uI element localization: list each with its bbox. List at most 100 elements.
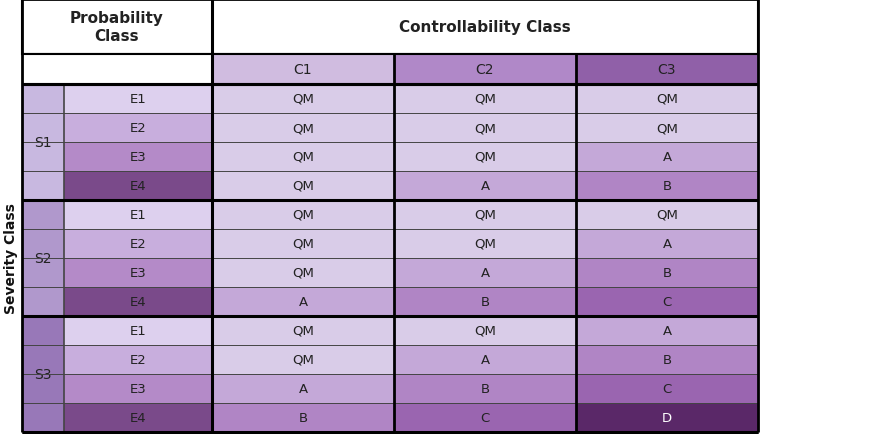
- Bar: [212, 114, 394, 143]
- Text: E2: E2: [130, 122, 147, 135]
- Bar: [576, 201, 758, 230]
- Text: B: B: [480, 382, 490, 395]
- Bar: [64, 316, 212, 345]
- Text: QM: QM: [292, 324, 314, 337]
- Text: E3: E3: [130, 266, 147, 279]
- Bar: [22, 201, 64, 316]
- Text: QM: QM: [474, 237, 496, 250]
- Text: E4: E4: [130, 411, 147, 424]
- Text: QM: QM: [292, 122, 314, 135]
- Text: C2: C2: [476, 63, 494, 77]
- Text: QM: QM: [292, 353, 314, 366]
- Text: E1: E1: [130, 324, 147, 337]
- Text: A: A: [480, 266, 490, 279]
- Bar: [212, 287, 394, 316]
- Bar: [64, 258, 212, 287]
- Bar: [64, 171, 212, 201]
- Bar: [576, 85, 758, 114]
- Bar: [64, 287, 212, 316]
- Bar: [212, 403, 394, 432]
- Text: QM: QM: [292, 266, 314, 279]
- Bar: [64, 201, 212, 230]
- Bar: [394, 258, 576, 287]
- Text: QM: QM: [474, 208, 496, 221]
- Text: QM: QM: [292, 93, 314, 106]
- Bar: [212, 345, 394, 374]
- Text: QM: QM: [474, 93, 496, 106]
- Text: C: C: [480, 411, 490, 424]
- Bar: [64, 374, 212, 403]
- Bar: [22, 85, 64, 201]
- Text: B: B: [299, 411, 308, 424]
- Text: C1: C1: [294, 63, 312, 77]
- Bar: [212, 55, 394, 85]
- Bar: [22, 0, 758, 55]
- Bar: [212, 171, 394, 201]
- Text: C: C: [662, 295, 671, 308]
- Bar: [394, 201, 576, 230]
- Bar: [394, 230, 576, 258]
- Bar: [576, 374, 758, 403]
- Text: Severity Class: Severity Class: [4, 203, 18, 314]
- Bar: [394, 114, 576, 143]
- Bar: [64, 85, 212, 114]
- Text: B: B: [662, 180, 671, 193]
- Bar: [212, 316, 394, 345]
- Text: QM: QM: [292, 237, 314, 250]
- Text: QM: QM: [292, 180, 314, 193]
- Text: C: C: [662, 382, 671, 395]
- Text: E3: E3: [130, 382, 147, 395]
- Bar: [394, 171, 576, 201]
- Bar: [394, 85, 576, 114]
- Text: E4: E4: [130, 295, 147, 308]
- Text: S1: S1: [34, 136, 52, 150]
- Text: D: D: [662, 411, 672, 424]
- Bar: [22, 316, 64, 432]
- Bar: [212, 374, 394, 403]
- Bar: [394, 345, 576, 374]
- Text: A: A: [480, 353, 490, 366]
- Text: A: A: [299, 382, 308, 395]
- Text: E1: E1: [130, 93, 147, 106]
- Bar: [576, 55, 758, 85]
- Bar: [212, 230, 394, 258]
- Text: B: B: [662, 353, 671, 366]
- Text: E2: E2: [130, 353, 147, 366]
- Bar: [64, 114, 212, 143]
- Bar: [212, 201, 394, 230]
- Text: QM: QM: [656, 208, 678, 221]
- Bar: [212, 143, 394, 171]
- Bar: [576, 403, 758, 432]
- Text: Controllability Class: Controllability Class: [399, 20, 571, 35]
- Bar: [394, 374, 576, 403]
- Text: Probability
Class: Probability Class: [70, 11, 164, 43]
- Bar: [576, 143, 758, 171]
- Text: C3: C3: [658, 63, 676, 77]
- Bar: [576, 345, 758, 374]
- Text: A: A: [662, 324, 671, 337]
- Text: B: B: [480, 295, 490, 308]
- Text: QM: QM: [292, 151, 314, 164]
- Bar: [64, 345, 212, 374]
- Bar: [576, 287, 758, 316]
- Bar: [576, 258, 758, 287]
- Bar: [64, 143, 212, 171]
- Text: E1: E1: [130, 208, 147, 221]
- Text: E3: E3: [130, 151, 147, 164]
- Bar: [394, 316, 576, 345]
- Text: QM: QM: [474, 151, 496, 164]
- Text: E4: E4: [130, 180, 147, 193]
- Text: QM: QM: [656, 122, 678, 135]
- Bar: [394, 55, 576, 85]
- Text: A: A: [662, 237, 671, 250]
- Text: E2: E2: [130, 237, 147, 250]
- Bar: [576, 316, 758, 345]
- Text: QM: QM: [474, 324, 496, 337]
- Text: B: B: [662, 266, 671, 279]
- Text: A: A: [480, 180, 490, 193]
- Text: QM: QM: [474, 122, 496, 135]
- Bar: [212, 258, 394, 287]
- Text: A: A: [299, 295, 308, 308]
- Bar: [576, 114, 758, 143]
- Text: QM: QM: [292, 208, 314, 221]
